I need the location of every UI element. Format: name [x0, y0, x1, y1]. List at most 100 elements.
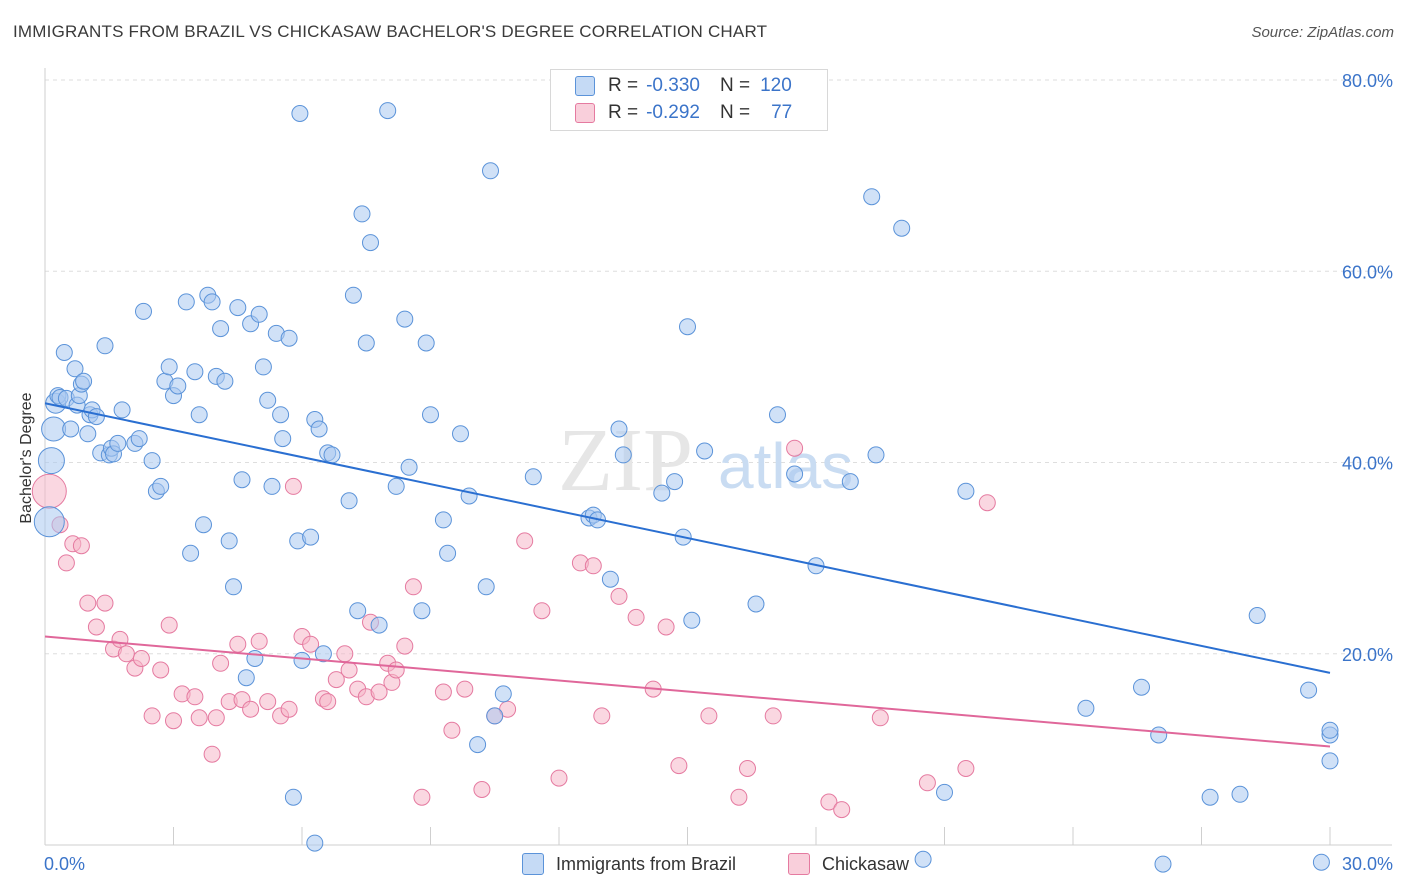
point-brazil [1201, 788, 1219, 806]
point-brazil [370, 616, 388, 634]
legend-row-chickasaw: R = -0.292 N = 77 [575, 101, 792, 125]
point-brazil [314, 645, 332, 663]
point-brazil [494, 685, 512, 703]
point-chickasaw [79, 594, 97, 612]
y-tick-label: 60.0% [1342, 262, 1393, 282]
point-brazil [190, 406, 208, 424]
point-chickasaw [456, 680, 474, 698]
point-chickasaw [593, 707, 611, 725]
point-chickasaw [627, 608, 645, 626]
point-chickasaw [132, 650, 150, 667]
point-chickasaw [190, 709, 208, 727]
point-brazil [357, 334, 375, 352]
point-chickasaw [820, 793, 838, 811]
x-tick-label: 0.0% [44, 854, 85, 874]
y-tick-labels: 20.0% 40.0% 60.0% 80.0% [1342, 71, 1393, 665]
point-brazil [177, 293, 195, 311]
point-brazil [1133, 678, 1150, 696]
point-brazil [786, 465, 804, 483]
y-axis-label: Bachelor's Degree [18, 392, 35, 524]
point-chickasaw [160, 616, 178, 634]
legend-swatch-chickasaw [788, 853, 810, 875]
point-brazil [41, 416, 67, 442]
point-chickasaw [786, 439, 804, 457]
point-brazil [55, 344, 73, 361]
legend-r-value: -0.330 [646, 75, 700, 96]
point-chickasaw [516, 532, 534, 550]
point-brazil [893, 219, 911, 237]
legend-item-brazil: Immigrants from Brazil [522, 852, 736, 876]
point-chickasaw [730, 788, 748, 806]
point-brazil [182, 544, 200, 562]
point-brazil [225, 578, 242, 596]
chart-source: Source: ZipAtlas.com [1251, 24, 1394, 41]
point-brazil [280, 329, 298, 347]
point-brazil [349, 602, 367, 620]
point-brazil [434, 511, 452, 529]
point-chickasaw [152, 661, 170, 679]
point-chickasaw [336, 645, 354, 663]
x-tick-labels: 0.0% 30.0% [44, 854, 1393, 874]
point-chickasaw [229, 635, 247, 653]
point-chickasaw [396, 637, 414, 655]
point-brazil [130, 430, 148, 448]
point-brazil [109, 434, 127, 452]
point-brazil [841, 473, 859, 491]
y-tick-label: 40.0% [1342, 454, 1393, 474]
point-brazil [87, 408, 105, 426]
point-brazil [679, 318, 696, 336]
point-brazil [310, 420, 328, 438]
point-brazil [302, 528, 320, 546]
point-chickasaw [111, 630, 129, 648]
point-chickasaw [242, 700, 260, 718]
point-chickasaw [413, 788, 431, 806]
point-chickasaw [302, 635, 320, 653]
legend-n-label: N = [719, 75, 751, 96]
point-brazil [486, 707, 504, 725]
point-chickasaw [207, 709, 225, 727]
point-brazil [1077, 699, 1095, 717]
point-brazil [482, 162, 499, 180]
legend-r-value: -0.292 [646, 102, 700, 123]
point-chickasaw [117, 645, 135, 663]
point-brazil [152, 477, 170, 495]
point-brazil [212, 320, 230, 338]
point-chickasaw [96, 594, 114, 612]
point-brazil [291, 105, 309, 122]
chart-title: IMMIGRANTS FROM BRAZIL VS CHICKASAW BACH… [13, 22, 768, 41]
point-brazil [37, 447, 65, 475]
point-brazil [400, 458, 418, 476]
point-brazil [653, 484, 671, 502]
point-brazil [1248, 607, 1266, 624]
point-brazil [306, 834, 324, 852]
point-brazil [666, 473, 684, 491]
legend-label-brazil: Immigrants from Brazil [556, 853, 737, 874]
point-brazil [914, 850, 932, 868]
point-chickasaw [443, 721, 461, 739]
watermark-atlas: atlas [718, 430, 853, 502]
point-brazil [769, 406, 786, 424]
grid-lines [45, 79, 1392, 655]
point-chickasaw [957, 760, 975, 777]
point-chickasaw [370, 683, 388, 701]
point-brazil [66, 360, 84, 378]
point-chickasaw [584, 557, 602, 575]
point-brazil [135, 302, 152, 320]
point-brazil [323, 446, 341, 464]
point-chickasaw [259, 693, 277, 711]
point-brazil [195, 516, 212, 534]
point-brazil [274, 430, 292, 448]
point-brazil [417, 334, 435, 352]
point-chickasaw [57, 554, 75, 572]
point-chickasaw [284, 477, 302, 495]
point-chickasaw [610, 587, 628, 605]
point-brazil [601, 570, 619, 588]
point-brazil [387, 477, 405, 495]
y-tick-label: 20.0% [1342, 645, 1393, 665]
point-brazil [113, 401, 131, 419]
point-brazil [1231, 785, 1249, 803]
point-brazil [254, 358, 272, 376]
point-chickasaw [340, 661, 358, 679]
point-chickasaw [387, 661, 405, 679]
trend-line-chickasaw [44, 635, 1331, 748]
